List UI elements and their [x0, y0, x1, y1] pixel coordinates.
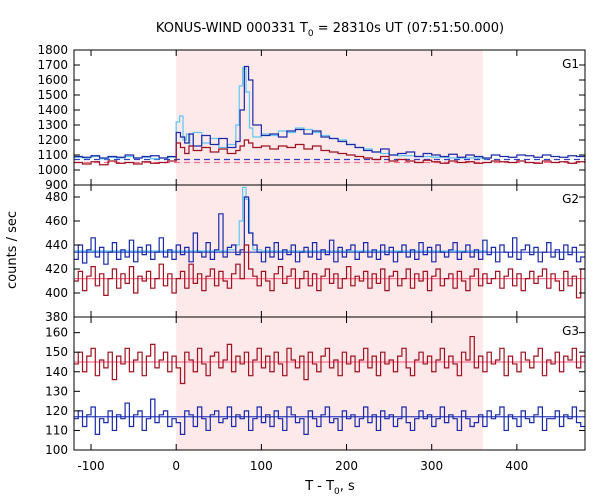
y-tick-label: 1200 [37, 133, 68, 147]
chart-title-main: KONUS-WIND 000331 T [156, 21, 308, 36]
y-tick-label: 480 [45, 190, 68, 204]
series-blue-g2 [74, 196, 585, 265]
y-tick-label: 100 [45, 443, 68, 457]
x-tick-label: 200 [335, 459, 358, 473]
series-blue-g3 [74, 398, 585, 435]
x-axis-label-main: T - T [304, 479, 334, 494]
y-tick-label: 440 [45, 238, 68, 252]
y-tick-label: 110 [45, 423, 68, 437]
chart-title: KONUS-WIND 000331 T0 = 28310s UT (07:51:… [156, 21, 504, 39]
y-tick-label: 1800 [37, 43, 68, 57]
y-tick-label: 120 [45, 404, 68, 418]
panel-label: G3 [562, 324, 579, 338]
y-tick-label: 1700 [37, 58, 68, 72]
x-axis-label-rest: , s [340, 479, 355, 494]
y-tick-label: 380 [45, 310, 68, 324]
x-tick-label: 400 [505, 459, 528, 473]
series-red-g2 [74, 244, 585, 299]
y-tick-label: 140 [45, 365, 68, 379]
y-tick-label: 900 [45, 178, 68, 192]
panel-label: G1 [562, 57, 579, 71]
y-tick-label: 1000 [37, 163, 68, 177]
panel-g2: 380 400 420 440 460 480 G2 [45, 184, 586, 324]
y-axis-label: counts / sec [5, 211, 20, 289]
y-tick-label: 160 [45, 326, 68, 340]
y-tick-label: 130 [45, 384, 68, 398]
chart-title-subscript: 0 [308, 29, 314, 39]
panel-g3: 100 110 120 130 140 150 160 G3 [45, 316, 586, 457]
plot-layer: 900100011001200130014001500160017001800G… [37, 43, 586, 473]
series-blue-g1 [74, 65, 586, 159]
y-tick-label: 1600 [37, 73, 68, 87]
x-axis-label-subscript: 0 [334, 487, 340, 497]
y-tick-label: 1500 [37, 88, 68, 102]
x-tick-label: -100 [77, 459, 104, 473]
y-tick-label: 420 [45, 262, 68, 276]
x-tick-label: 300 [420, 459, 443, 473]
y-tick-label: 400 [45, 286, 68, 300]
panel-label: G2 [562, 192, 579, 206]
y-tick-label: 1300 [37, 118, 68, 132]
x-axis-label: T - T0, s [304, 479, 355, 497]
x-tick-label: 0 [172, 459, 180, 473]
chart-title-rest: = 28310s UT (07:51:50.000) [314, 21, 504, 36]
series-red-g3 [74, 335, 585, 385]
y-tick-label: 1100 [37, 148, 68, 162]
shaded-interval [176, 50, 483, 185]
shaded-interval [176, 317, 483, 450]
panel-frame [73, 316, 586, 451]
x-tick-label: 100 [250, 459, 273, 473]
series-cyan-g2 [74, 186, 488, 252]
y-tick-label: 1400 [37, 103, 68, 117]
y-tick-label: 460 [45, 214, 68, 228]
y-tick-label: 150 [45, 345, 68, 359]
series-red-g1 [74, 139, 586, 166]
